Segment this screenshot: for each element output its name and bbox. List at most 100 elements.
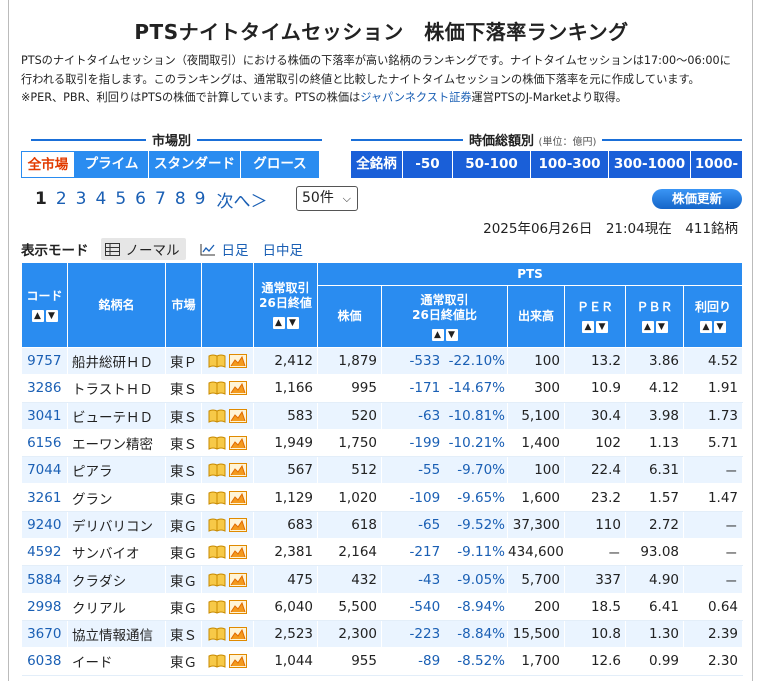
sort-down-icon[interactable]: ▼ <box>596 321 608 333</box>
book-icon[interactable] <box>208 627 226 641</box>
sort-up-icon[interactable]: ▲ <box>700 321 712 333</box>
yield: － <box>683 538 743 567</box>
book-icon[interactable] <box>208 381 226 396</box>
chart-icon[interactable] <box>229 545 247 560</box>
chart-icon[interactable] <box>229 517 247 532</box>
sort-down-icon[interactable]: ▼ <box>655 321 668 333</box>
header-volume: 出来高 <box>507 285 565 348</box>
stock-code-link[interactable]: 3286 <box>21 374 68 403</box>
tab-cap-under-50[interactable]: -50 <box>403 151 453 178</box>
tab-all-markets[interactable]: 全市場 <box>21 151 75 178</box>
chart-icon[interactable] <box>229 463 247 478</box>
stock-code-link[interactable]: 4592 <box>21 538 68 567</box>
mode-daily[interactable]: 日足 <box>200 239 249 259</box>
mode-normal[interactable]: ノーマル <box>100 238 186 260</box>
stock-code-link[interactable]: 9240 <box>21 511 68 540</box>
table-row: 9757 船井総研ＨＤ 東Ｐ 2,412 1,879 -533 -22.10% 100 13.2… <box>21 347 743 376</box>
page-link[interactable]: 9 <box>194 189 206 209</box>
sort-up-icon[interactable]: ▲ <box>272 317 285 329</box>
sort-up-icon[interactable]: ▲ <box>31 309 44 322</box>
yield: － <box>683 456 743 485</box>
header-close-line2: 26日終値 <box>259 296 312 310</box>
tab-cap-50-100[interactable]: 50-100 <box>453 151 531 178</box>
book-icon[interactable] <box>208 518 226 532</box>
stock-name: 船井総研ＨＤ <box>67 347 166 376</box>
per: 10.8 <box>564 620 626 649</box>
table-row: 3670 協立情報通信 東Ｓ 2,523 2,300 -223 -8.84% 15,500 10… <box>21 620 743 649</box>
pts-price: 520 <box>317 402 382 430</box>
per: 23.2 <box>564 483 626 512</box>
book-icon[interactable] <box>208 409 226 423</box>
tab-cap-over-1000[interactable]: 1000- <box>691 151 742 178</box>
stock-code-link[interactable]: 7044 <box>21 456 68 485</box>
header-pts: PTS <box>317 262 743 286</box>
sort-down-icon[interactable]: ▼ <box>445 328 458 341</box>
stock-code-link[interactable]: 5884 <box>21 565 68 594</box>
chart-icon[interactable] <box>229 436 247 451</box>
table-row: 5884 クラダシ 東Ｇ 475 432 -43 -9.05% 5,700 337 4.90 － <box>21 565 743 594</box>
chart-icon[interactable] <box>229 599 247 614</box>
pbr: 0.99 <box>625 647 684 676</box>
book-icon[interactable] <box>208 545 226 560</box>
book-icon[interactable] <box>208 600 226 614</box>
price-change: -540 -8.94% <box>381 593 508 621</box>
stock-code-link[interactable]: 6156 <box>21 429 68 458</box>
book-icon[interactable] <box>208 573 226 587</box>
table-row: 9240 デリバリコン 東Ｇ 683 618 -65 -9.52% 37,300 110 2.72… <box>21 511 743 540</box>
book-icon[interactable] <box>208 491 226 505</box>
japannext-link[interactable]: ジャパンネクスト証券 <box>360 91 472 104</box>
sort-down-icon[interactable]: ▼ <box>286 317 299 329</box>
chart-icon[interactable] <box>229 354 247 369</box>
tab-cap-100-300[interactable]: 100-300 <box>531 151 609 178</box>
book-icon[interactable] <box>208 436 226 450</box>
book-icon[interactable] <box>208 654 226 669</box>
page-link[interactable]: 8 <box>174 189 186 209</box>
close-price: 2,523 <box>253 620 318 649</box>
change-percent: -10.81 <box>448 407 493 424</box>
stock-code-link[interactable]: 6038 <box>21 647 68 676</box>
stock-code-link[interactable]: 9757 <box>21 347 68 376</box>
tab-prime[interactable]: プライム <box>75 151 149 178</box>
page-link[interactable]: 7 <box>154 189 166 209</box>
tab-growth[interactable]: グロース <box>241 151 319 178</box>
sort-up-icon[interactable]: ▲ <box>582 321 594 333</box>
chart-icon[interactable] <box>229 654 247 669</box>
book-icon[interactable] <box>208 354 226 368</box>
per-page-select[interactable]: 50件 ⌵ <box>296 186 358 211</box>
sort-down-icon[interactable]: ▼ <box>45 309 58 322</box>
book-icon[interactable] <box>208 463 226 478</box>
change-amount: -217 <box>409 544 441 561</box>
close-price: 2,381 <box>253 538 318 567</box>
stock-name: トラストＨＤ <box>67 374 166 403</box>
page-link[interactable]: 5 <box>115 189 127 209</box>
chart-icon[interactable] <box>229 627 247 642</box>
cap-tabs: 全銘柄 -50 50-100 100-300 300-1000 1000- <box>351 151 742 178</box>
sort-down-icon[interactable]: ▼ <box>714 321 726 333</box>
pagination: 1 2 3 4 5 6 7 8 9 次へ＞ <box>35 186 276 212</box>
stock-code-link[interactable]: 2998 <box>21 593 68 621</box>
tab-standard[interactable]: スタンダード <box>149 151 241 178</box>
pts-price: 432 <box>317 565 382 594</box>
stock-code-link[interactable]: 3261 <box>21 483 68 512</box>
stock-code-link[interactable]: 3041 <box>21 402 68 430</box>
sort-up-icon[interactable]: ▲ <box>641 321 654 333</box>
stock-name: グラン <box>67 483 166 512</box>
page-link[interactable]: 3 <box>75 189 87 209</box>
per: － <box>564 538 626 567</box>
tab-cap-all[interactable]: 全銘柄 <box>351 151 403 178</box>
sort-up-icon[interactable]: ▲ <box>431 328 444 341</box>
page-link[interactable]: 6 <box>135 189 146 209</box>
chart-icon[interactable] <box>229 490 247 505</box>
percent-sign: % <box>492 516 505 533</box>
chart-icon[interactable] <box>229 572 247 587</box>
page-link[interactable]: 4 <box>95 189 107 209</box>
next-page-link[interactable]: 次へ＞ <box>216 191 268 212</box>
chart-icon[interactable] <box>229 381 247 396</box>
line-chart-icon <box>200 243 215 255</box>
stock-code-link[interactable]: 3670 <box>21 620 68 649</box>
mode-intraday[interactable]: 日中足 <box>263 239 304 259</box>
chart-icon[interactable] <box>229 408 247 423</box>
tab-cap-300-1000[interactable]: 300-1000 <box>609 151 691 178</box>
refresh-prices-button[interactable]: 株価更新 <box>652 189 742 209</box>
page-link[interactable]: 2 <box>55 189 67 209</box>
